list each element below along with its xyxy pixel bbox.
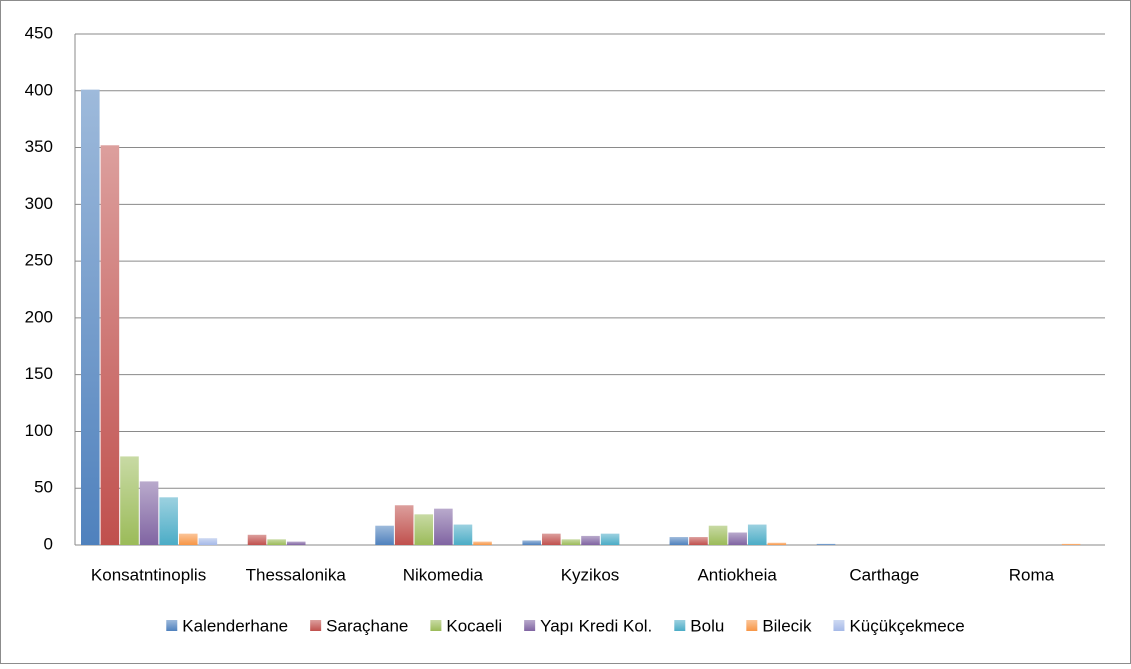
bar — [767, 542, 787, 545]
bar — [247, 534, 267, 545]
bar — [198, 538, 218, 545]
y-tick-label: 450 — [25, 23, 53, 42]
legend-swatch — [524, 620, 536, 631]
bar — [522, 540, 542, 545]
y-tick-label: 100 — [25, 421, 53, 440]
bar — [286, 541, 306, 545]
bar — [473, 541, 492, 545]
legend-label: Saraçhane — [326, 616, 408, 635]
y-tick-label: 200 — [25, 307, 53, 326]
x-tick-label: Thessalonika — [246, 565, 347, 584]
x-tick-label: Kyzikos — [561, 565, 620, 584]
x-tick-label: Carthage — [849, 565, 919, 584]
bar — [434, 508, 453, 545]
bar — [100, 145, 120, 546]
bar — [816, 543, 836, 545]
bar — [669, 537, 689, 545]
y-tick-label: 400 — [25, 80, 53, 99]
y-tick-label: 300 — [25, 194, 53, 213]
bar — [689, 537, 708, 545]
x-tick-label: Konsatntinoplis — [91, 565, 206, 584]
bar — [394, 505, 414, 545]
bar — [159, 497, 178, 545]
y-tick-label: 50 — [34, 478, 53, 497]
legend-swatch — [746, 620, 758, 631]
legend-label: Kocaeli — [446, 616, 502, 635]
bar — [747, 524, 767, 545]
legend-label: Bilecik — [762, 616, 812, 635]
x-tick-label: Roma — [1009, 565, 1055, 584]
legend-label: Yapı Kredi Kol. — [540, 616, 652, 635]
bar — [120, 456, 139, 545]
bar — [1061, 543, 1081, 545]
bar — [81, 89, 100, 546]
x-tick-label: Antiokheia — [697, 565, 777, 584]
legend-swatch — [430, 620, 442, 631]
y-tick-label: 350 — [25, 137, 53, 156]
bar — [414, 514, 434, 545]
bar — [581, 535, 600, 545]
legend: Kalenderhane Saraçhane Kocaeli Yapı Kredi K… — [166, 616, 965, 635]
bar — [375, 525, 394, 545]
x-tick-label: Nikomedia — [403, 565, 484, 584]
legend-swatch — [674, 620, 686, 631]
y-tick-label: 250 — [25, 251, 53, 270]
bar — [178, 533, 198, 545]
legend-swatch — [310, 620, 322, 631]
legend-swatch — [166, 620, 178, 631]
y-tick-label: 0 — [44, 534, 53, 553]
bar — [267, 539, 286, 545]
legend-swatch — [833, 620, 845, 631]
legend-label: Kalenderhane — [182, 616, 288, 635]
y-tick-label: 150 — [25, 364, 53, 383]
bar — [561, 539, 581, 545]
legend-label: Küçükçekmece — [849, 616, 964, 635]
bar — [708, 525, 728, 545]
legend-label: Bolu — [690, 616, 724, 635]
bar — [728, 532, 747, 545]
bar — [542, 533, 561, 545]
bar — [600, 533, 620, 545]
bar — [453, 524, 473, 545]
bar — [139, 481, 159, 545]
